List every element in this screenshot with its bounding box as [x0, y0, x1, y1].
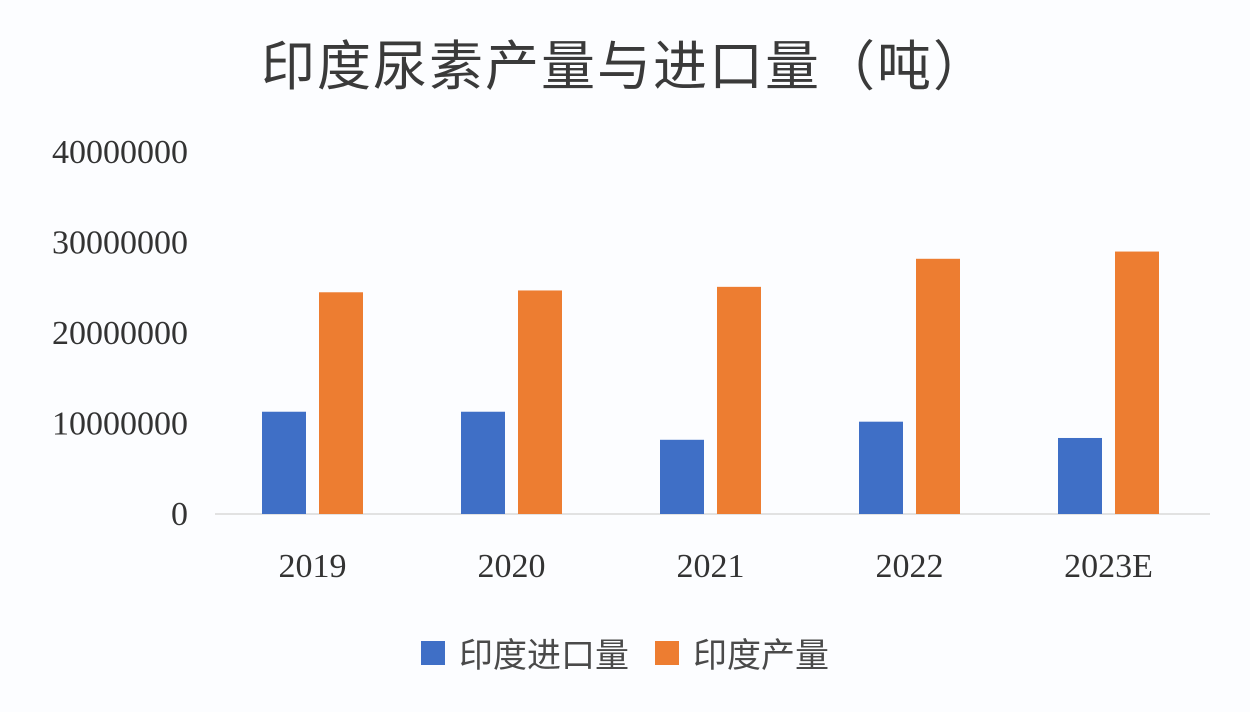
- x-tick-label: 2020: [478, 548, 546, 585]
- bar-import-2023E: [1058, 437, 1102, 514]
- y-axis-ticks: 0 10000000 20000000 30000000 40000000: [52, 134, 188, 533]
- y-tick-label: 10000000: [52, 406, 188, 443]
- y-tick-label: 30000000: [52, 225, 188, 262]
- bar-import-2022: [859, 421, 903, 514]
- legend-swatch-import: [421, 640, 445, 665]
- legend-item-production: 印度产量: [655, 628, 829, 677]
- x-tick-label: 2023E: [1064, 548, 1153, 585]
- legend: 印度进口量 印度产量: [0, 628, 1250, 677]
- legend-label-production: 印度产量: [693, 636, 829, 676]
- bar-production-2019: [319, 292, 363, 514]
- legend-item-import: 印度进口量: [421, 628, 629, 677]
- x-axis-ticks: 2019 2020 2021 2022 2023E: [279, 548, 1153, 585]
- bar-production-2023E: [1115, 251, 1159, 515]
- bar-production-2020: [518, 290, 562, 514]
- y-tick-label: 20000000: [52, 315, 188, 352]
- x-tick-label: 2022: [876, 548, 944, 585]
- y-tick-label: 0: [171, 496, 188, 533]
- legend-label-import: 印度进口量: [459, 636, 629, 676]
- bars: [262, 251, 1159, 515]
- y-tick-label: 40000000: [52, 134, 188, 171]
- legend-swatch-production: [655, 640, 679, 665]
- bar-import-2021: [660, 439, 704, 514]
- x-tick-label: 2021: [677, 548, 745, 585]
- chart-title: 印度尿素产量与进口量（吨）: [261, 35, 989, 98]
- bar-import-2020: [461, 411, 505, 514]
- bar-production-2021: [717, 286, 761, 514]
- bar-production-2022: [916, 258, 960, 514]
- x-tick-label: 2019: [279, 548, 347, 585]
- bar-import-2019: [262, 411, 306, 514]
